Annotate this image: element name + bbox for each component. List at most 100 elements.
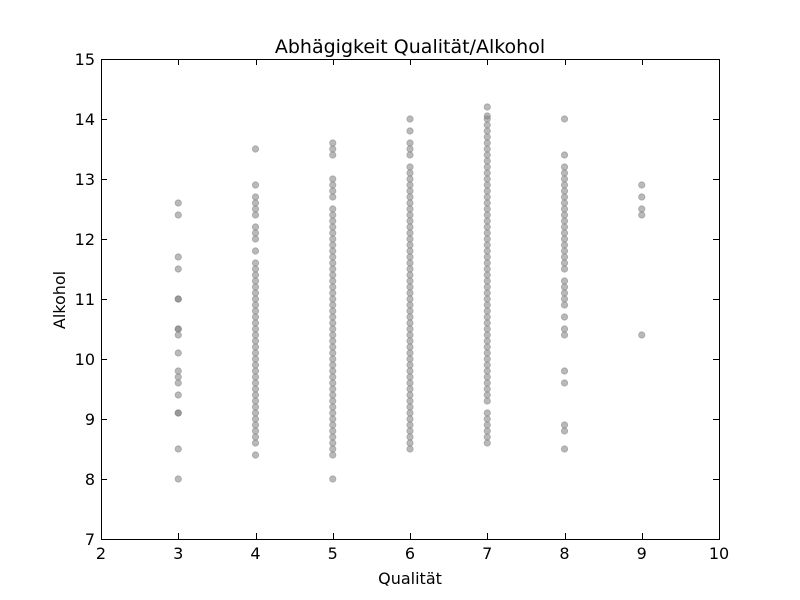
data-point: [406, 415, 414, 423]
data-point: [560, 181, 569, 189]
data-point: [329, 325, 337, 333]
data-point: [174, 391, 182, 399]
data-point: [483, 271, 491, 279]
data-point: [483, 229, 491, 237]
data-point: [406, 151, 414, 159]
data-point: [329, 181, 337, 189]
data-point: [251, 277, 260, 285]
data-point: [251, 295, 260, 303]
data-point: [406, 115, 414, 123]
data-point: [174, 475, 182, 483]
data-point: [483, 361, 491, 369]
data-point: [251, 343, 260, 351]
data-point: [483, 355, 491, 363]
data-point: [483, 187, 491, 195]
data-point: [406, 139, 414, 147]
data-point: [483, 175, 491, 183]
data-point: [329, 445, 337, 453]
data-point: [406, 181, 414, 189]
data-point: [483, 307, 491, 315]
data-point: [483, 277, 491, 285]
data-point: [251, 439, 260, 447]
data-point: [483, 169, 491, 177]
data-point: [329, 391, 337, 399]
data-point: [329, 439, 337, 447]
data-point: [483, 373, 491, 381]
data-point: [329, 475, 337, 483]
data-point: [251, 283, 260, 291]
data-point: [638, 193, 646, 201]
data-point: [638, 181, 646, 189]
data-point: [251, 397, 260, 405]
data-point: [329, 301, 337, 309]
x-tick-label: 3: [173, 544, 183, 563]
data-point: [329, 211, 337, 219]
data-point: [251, 403, 260, 411]
ticks-layer: 2 3 4 5 6 7 8 9 10 7 8 9 10 11 12 13 14 15: [75, 50, 730, 563]
data-point: [251, 361, 260, 369]
data-point: [406, 361, 414, 369]
data-point: [329, 433, 337, 441]
data-point: [406, 127, 414, 135]
data-point: [560, 205, 569, 213]
data-point: [329, 271, 337, 279]
data-point: [406, 313, 414, 321]
data-point: [329, 313, 337, 321]
data-point: [406, 223, 414, 231]
data-point: [560, 259, 569, 267]
data-point: [483, 133, 491, 141]
data-point: [483, 211, 491, 219]
data-point: [406, 289, 414, 297]
data-point: [406, 367, 414, 375]
data-point: [406, 343, 414, 351]
x-tick-label: 9: [637, 544, 647, 563]
x-axis-label: Qualität: [378, 569, 442, 588]
x-tick-label: 2: [96, 544, 106, 563]
data-point: [483, 325, 491, 333]
data-point: [406, 337, 414, 345]
data-point: [329, 343, 337, 351]
y-tick-label: 7: [85, 530, 95, 549]
data-point: [406, 193, 414, 201]
data-point: [483, 385, 491, 393]
data-point: [483, 409, 491, 417]
data-point: [483, 163, 491, 171]
y-tick-label: 11: [75, 290, 95, 309]
data-point: [483, 313, 491, 321]
data-point: [251, 247, 260, 255]
data-point: [251, 199, 260, 207]
data-point: [560, 241, 569, 249]
data-point: [406, 229, 414, 237]
data-point: [406, 307, 414, 315]
data-point: [560, 295, 569, 303]
data-point: [406, 187, 414, 195]
data-point: [483, 367, 491, 375]
data-point: [560, 379, 569, 387]
data-point: [329, 379, 337, 387]
data-point: [483, 121, 491, 129]
data-point: [251, 355, 260, 363]
data-point: [251, 193, 260, 201]
data-point: [406, 421, 414, 429]
data-point: [329, 175, 337, 183]
data-point: [560, 175, 569, 183]
data-point: [483, 391, 491, 399]
data-point: [406, 169, 414, 177]
data-point: [251, 229, 260, 237]
data-point: [560, 325, 569, 333]
data-point: [329, 397, 337, 405]
data-point: [560, 223, 569, 231]
data-point: [483, 145, 491, 153]
data-point: [560, 445, 569, 453]
data-point: [329, 409, 337, 417]
data-point: [483, 235, 491, 243]
data-point: [406, 277, 414, 285]
data-point: [174, 265, 182, 273]
data-point: [406, 253, 414, 261]
data-point: [483, 427, 491, 435]
data-point: [174, 331, 182, 339]
x-tick-label: 8: [559, 544, 569, 563]
data-point: [483, 217, 491, 225]
data-point: [483, 331, 491, 339]
